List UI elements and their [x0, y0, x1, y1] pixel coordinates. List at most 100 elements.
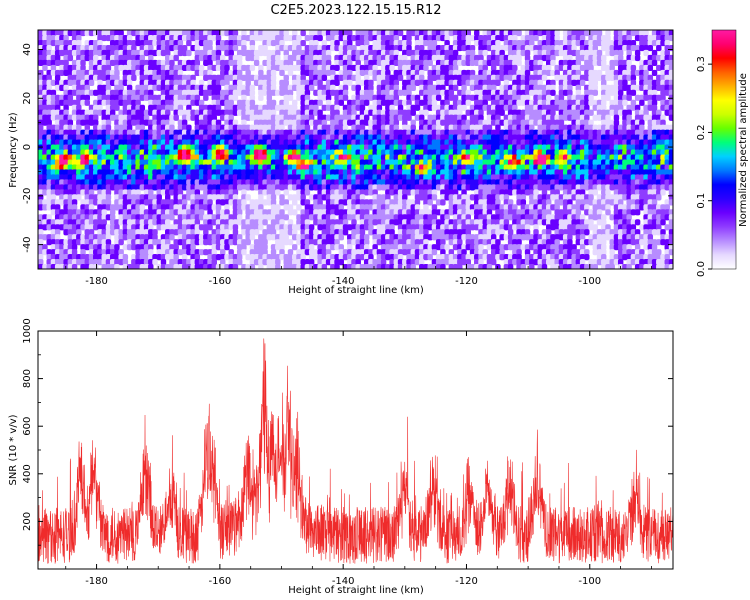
- spectrogram-cell: [143, 59, 150, 67]
- spectrogram-cell: [342, 59, 349, 67]
- spectrogram-cell: [435, 79, 442, 86]
- spectrogram-cell: [42, 79, 48, 86]
- spectrogram-cell: [478, 39, 484, 47]
- spectrogram-cell: [520, 34, 527, 42]
- spectrogram-cell: [114, 64, 120, 72]
- spectrogram-cell: [283, 64, 289, 72]
- spectrogram-cell: [605, 84, 611, 91]
- spectrogram-cell: [567, 34, 573, 42]
- spectrogram-cell: [613, 30, 620, 37]
- spectrogram-cell: [414, 44, 421, 52]
- spectrogram-cell: [300, 64, 306, 72]
- spectrogram-cell: [440, 79, 446, 86]
- spectrogram-cell: [533, 30, 539, 37]
- spectrogram-cell: [177, 79, 184, 86]
- spectrogram-cell: [160, 34, 167, 42]
- spectrogram-cell: [181, 30, 188, 37]
- spectrogram-cell: [393, 30, 400, 37]
- spectrogram-cell: [143, 34, 150, 42]
- spectrogram-cell: [46, 30, 52, 37]
- spectrogram-cell: [203, 74, 209, 81]
- spectrogram-cell: [59, 69, 65, 77]
- spectrogram-cell: [389, 44, 395, 52]
- spectrogram-cell: [347, 64, 353, 72]
- spectrogram-cell: [622, 74, 628, 81]
- spectrogram-cell: [546, 49, 552, 57]
- spectrogram-cell: [550, 79, 556, 86]
- spectrogram-cell: [224, 79, 230, 86]
- spectrogram-cell: [397, 69, 404, 77]
- spectrogram-cell: [474, 74, 480, 81]
- spectrogram-cell: [389, 64, 395, 72]
- spectrogram-cell: [613, 44, 620, 52]
- spectrogram-cell: [359, 79, 366, 86]
- spectrogram-cell: [622, 64, 628, 72]
- spectrogram-cell: [605, 94, 611, 101]
- spectrogram-cell: [270, 84, 277, 91]
- spectrogram-cell: [88, 39, 95, 47]
- spectrogram-cell: [236, 34, 243, 42]
- spectrogram-cell: [486, 84, 493, 91]
- spectrogram-cell: [567, 49, 573, 57]
- spectrogram-cell: [457, 74, 463, 81]
- spectrogram-cell: [512, 34, 518, 42]
- spectrogram-cell: [499, 84, 505, 91]
- spectrogram-cell: [114, 39, 120, 47]
- spectrogram-cell: [368, 54, 374, 62]
- spectrogram-cell: [465, 74, 471, 81]
- spectrogram-cell: [181, 84, 188, 91]
- spectrogram-cell: [520, 49, 527, 57]
- spectrogram-cell: [249, 74, 256, 81]
- spectrogram-cell: [224, 69, 230, 77]
- spectrogram-cell: [613, 69, 620, 77]
- spectrogram-cell: [605, 64, 611, 72]
- spectrogram-cell: [605, 74, 611, 81]
- spectrogram-cell: [207, 74, 213, 81]
- spectrogram-cell: [550, 44, 556, 52]
- spectrogram-cell: [486, 34, 493, 42]
- spectrogram-cell: [647, 64, 654, 72]
- spectrogram-cell: [660, 39, 666, 47]
- spectrogram-cell: [588, 109, 594, 116]
- spectrogram-cell: [71, 34, 78, 42]
- spectrogram-cell: [232, 44, 239, 52]
- spectrogram-cell: [46, 49, 52, 57]
- spectrogram-cell: [562, 30, 569, 37]
- spectrogram-cell: [38, 34, 44, 42]
- spectrogram-cell: [465, 59, 471, 67]
- spectrogram-cell: [571, 39, 577, 47]
- spectrogram-cell: [389, 34, 395, 42]
- spectrogram-cell: [334, 34, 340, 42]
- spectrogram-cell: [507, 49, 514, 57]
- spectrogram-cell: [435, 84, 442, 91]
- spectrogram-cell: [363, 54, 370, 62]
- spectrogram-cell: [469, 74, 476, 81]
- spectrogram-cell: [660, 69, 666, 77]
- spectrogram-cell: [122, 49, 129, 57]
- spectrogram-cell: [457, 30, 463, 37]
- spectrogram-cell: [211, 54, 217, 62]
- spectrogram-cell: [397, 39, 404, 47]
- spectrogram-cell: [236, 54, 243, 62]
- spectrogram-cell: [609, 69, 615, 77]
- spectrogram-cell: [50, 54, 57, 62]
- spectrogram-cell: [283, 84, 289, 91]
- spectrogram-cell: [42, 30, 48, 37]
- spectrogram-cell: [338, 69, 344, 77]
- spectrogram-cell: [643, 49, 649, 57]
- spectrogram-cell: [478, 49, 484, 57]
- spectrogram-cell: [105, 54, 112, 62]
- spectrogram-cell: [173, 49, 179, 57]
- spectrogram-cell: [80, 54, 86, 62]
- spectrogram-cell: [389, 74, 395, 81]
- spectrogram-cell: [622, 84, 628, 91]
- spectrogram-cell: [605, 44, 611, 52]
- spectrogram-cell: [402, 39, 408, 47]
- spectrogram-cell: [308, 49, 315, 57]
- spectrogram-cell: [499, 69, 505, 77]
- spectrogram-cell: [512, 84, 518, 91]
- spectrogram-cell: [503, 59, 510, 67]
- spectrogram-cell: [444, 64, 450, 72]
- spectrogram-cell: [156, 59, 162, 67]
- spectrogram-cell: [435, 54, 442, 62]
